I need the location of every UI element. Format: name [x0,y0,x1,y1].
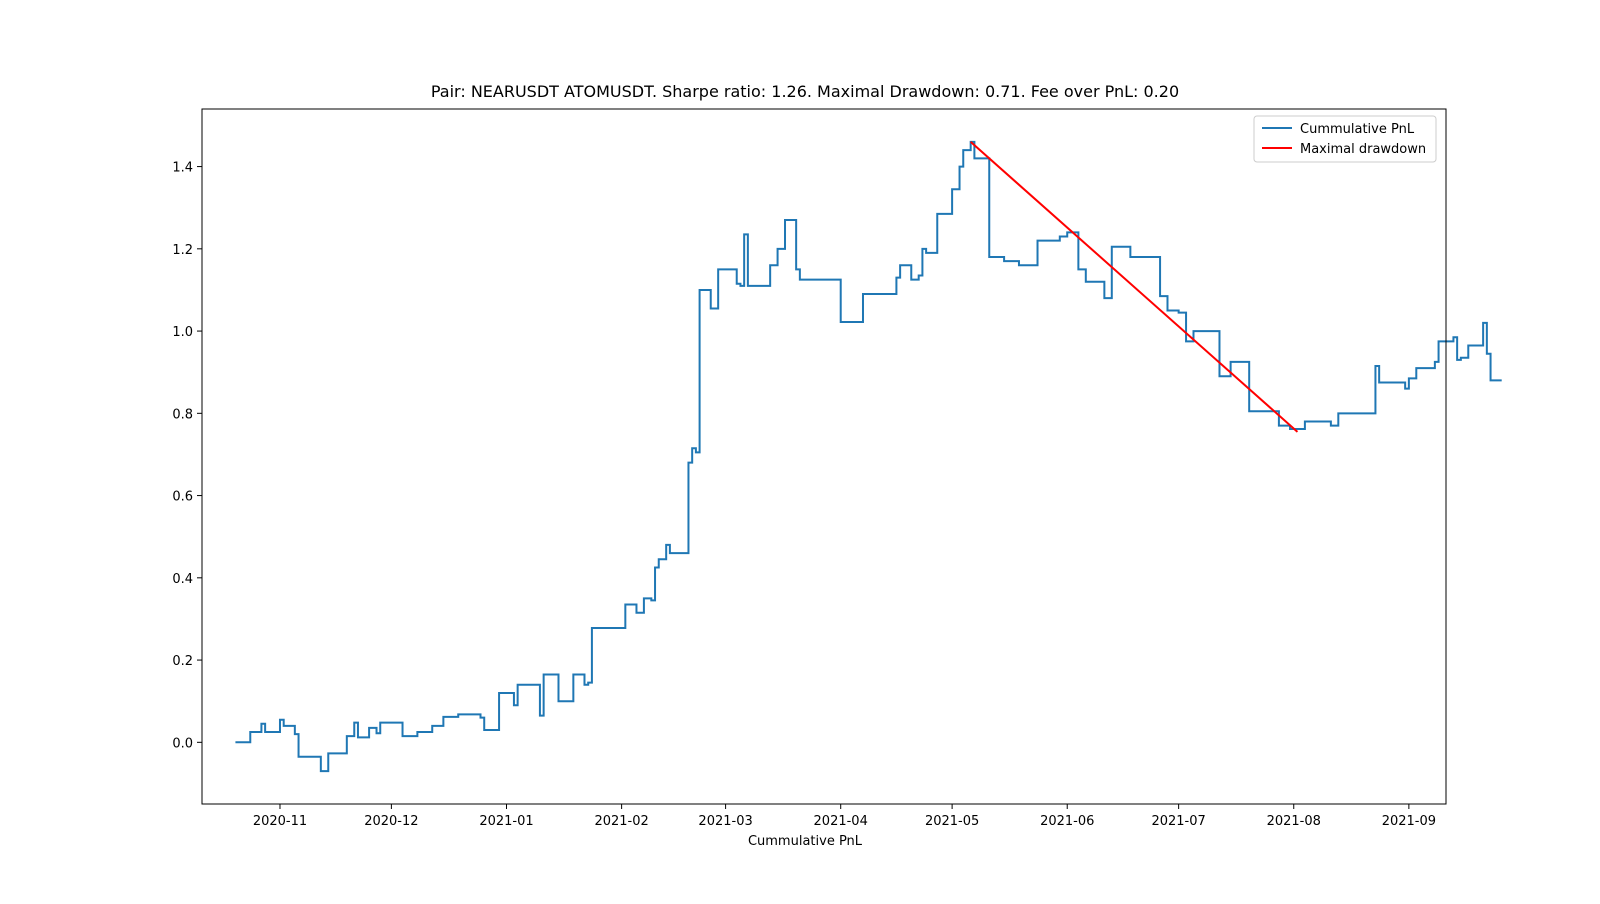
y-tick-label: 1.2 [172,243,193,258]
x-axis: 2020-11 2020-12 2021-01 2021-02 2021-03 2021-… [253,804,1436,829]
plot-area [201,108,1502,805]
y-tick-label: 1.0 [172,325,193,340]
x-tick-label: 2021-05 [925,814,979,829]
x-tick-label: 2021-01 [479,814,533,829]
plot-frame [201,108,1447,805]
x-tick-label: 2021-06 [1040,814,1094,829]
x-tick-label: 2020-12 [364,814,418,829]
y-axis: 0.0 0.2 0.4 0.6 0.8 1.0 1.2 1.4 [172,161,202,751]
y-tick-label: 0.8 [172,407,193,422]
legend-box [1253,115,1437,163]
maximal-drawdown-line [970,141,1299,433]
x-tick-label: 2021-09 [1382,814,1436,829]
legend-label-cummulative-pnl: Cummulative PnL [1300,122,1415,137]
y-tick-label: 0.4 [172,572,193,587]
y-tick-label: 0.2 [172,654,193,669]
y-tick-label: 1.4 [172,161,193,176]
x-tick-label: 2021-02 [594,814,648,829]
x-axis-label: Cummulative PnL [748,834,863,849]
x-tick-label: 2021-07 [1151,814,1205,829]
series-layer [235,140,1502,773]
x-tick-label: 2021-03 [698,814,752,829]
y-tick-label: 0.0 [172,736,193,751]
x-tick-label: 2021-08 [1267,814,1321,829]
x-tick-label: 2020-11 [253,814,307,829]
x-tick-label: 2021-04 [814,814,868,829]
y-tick-label: 0.6 [172,490,193,505]
legend: Cummulative PnL Maximal drawdown [1253,115,1437,163]
legend-label-maximal-drawdown: Maximal drawdown [1300,142,1426,157]
chart-title: Pair: NEARUSDT ATOMUSDT. Sharpe ratio: 1… [431,82,1179,101]
